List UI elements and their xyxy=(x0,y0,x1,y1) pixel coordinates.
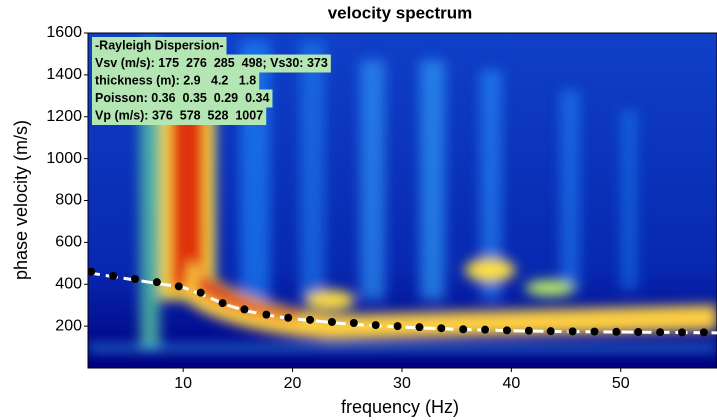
data-point xyxy=(677,328,686,337)
data-point xyxy=(240,305,249,314)
data-point xyxy=(502,326,511,335)
data-point xyxy=(152,278,161,287)
chart-title: velocity spectrum xyxy=(328,3,473,22)
data-point xyxy=(131,275,140,284)
annotation-bg xyxy=(92,54,331,73)
x-tick-label: 40 xyxy=(502,375,520,392)
data-point xyxy=(262,310,271,319)
data-point xyxy=(437,324,446,333)
annotation-bg xyxy=(92,107,267,125)
x-tick-label: 50 xyxy=(612,375,630,392)
y-tick-label: 1000 xyxy=(46,150,82,167)
annotation-bg xyxy=(92,89,273,108)
annotation-text: Vp (m/s): 376 578 528 1007 xyxy=(95,108,263,122)
data-point xyxy=(656,328,665,337)
y-tick-label: 400 xyxy=(55,275,82,292)
data-point xyxy=(699,328,708,337)
annotation-text: -Rayleigh Dispersion- xyxy=(95,38,224,52)
x-tick-label: 10 xyxy=(174,375,192,392)
data-point xyxy=(109,271,118,280)
data-point xyxy=(349,318,358,327)
data-point xyxy=(218,299,227,308)
data-point xyxy=(524,326,533,335)
annotation-bg xyxy=(92,72,260,90)
data-point xyxy=(393,322,402,331)
y-tick-label: 600 xyxy=(55,234,82,251)
y-tick-label: 800 xyxy=(55,192,82,209)
data-point xyxy=(546,327,555,336)
x-tick-label: 30 xyxy=(393,375,411,392)
annotation-box: -Rayleigh Dispersion- Vsv (m/s): 175 276 … xyxy=(92,37,331,125)
data-point xyxy=(481,325,490,334)
x-tick-label: 20 xyxy=(284,375,302,392)
y-tick-label: 1400 xyxy=(46,66,82,83)
spectrum-image xyxy=(88,33,717,368)
annotation-text: thickness (m): 2.9 4.2 1.8 xyxy=(95,73,256,87)
annotation-text: Vsv (m/s): 175 276 285 498; Vs30: 373 xyxy=(95,56,328,70)
x-axis-label: frequency (Hz) xyxy=(341,397,459,417)
data-point xyxy=(612,327,621,336)
y-tick-label: 1200 xyxy=(46,108,82,125)
data-point xyxy=(590,327,599,336)
y-axis-label: phase velocity (m/s) xyxy=(11,120,31,280)
y-tick-label: 1600 xyxy=(46,24,82,41)
data-point xyxy=(196,288,205,297)
data-point xyxy=(634,327,643,336)
data-point xyxy=(174,282,183,291)
annotation-text: Poisson: 0.36 0.35 0.29 0.34 xyxy=(95,91,269,105)
y-tick-label: 200 xyxy=(55,317,82,334)
data-point xyxy=(284,313,293,322)
data-point xyxy=(306,315,315,324)
data-point xyxy=(88,267,96,276)
plot-marks xyxy=(88,267,717,337)
data-point xyxy=(371,321,380,330)
data-point xyxy=(568,327,577,336)
data-point xyxy=(459,325,468,334)
annotation-bg xyxy=(92,37,227,55)
data-point xyxy=(415,323,424,332)
data-point xyxy=(327,317,336,326)
